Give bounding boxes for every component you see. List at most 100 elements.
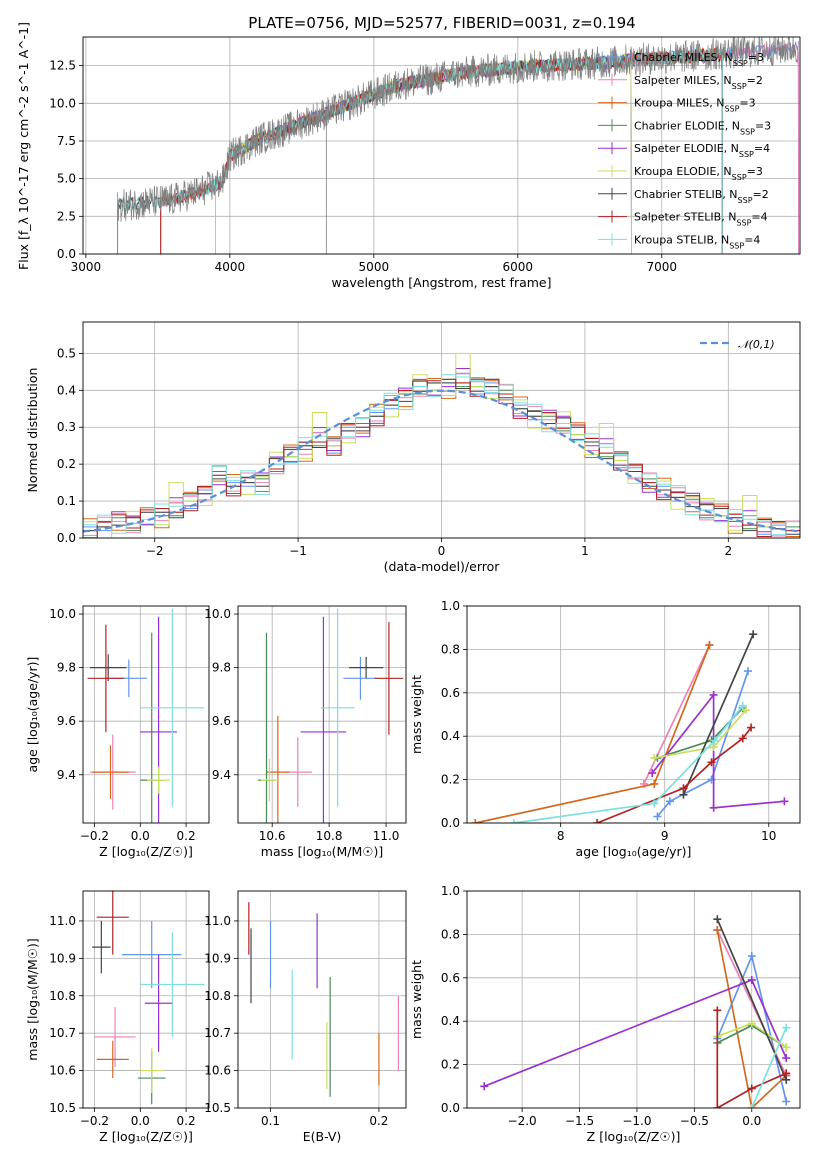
mass-weight-series	[716, 1010, 787, 1108]
gaussian-curve	[83, 389, 800, 533]
mass-weight-point	[713, 1006, 722, 1015]
x-tick-label: 9	[661, 829, 669, 843]
y-tick-label: 1.0	[441, 884, 460, 898]
legend-count: =2	[753, 188, 769, 201]
mass-weight-point	[747, 1019, 756, 1028]
x-tick-label: 0.2	[369, 1114, 388, 1128]
y-tick-label: 10.6	[204, 1064, 231, 1078]
legend-subscript: SSP	[733, 59, 748, 68]
x-tick-label: 11.0	[373, 829, 400, 843]
axes-frame	[82, 605, 210, 824]
mass-weight-point	[780, 797, 789, 806]
y-tick-label: 0.8	[441, 642, 460, 656]
y-tick-label: 9.8	[57, 661, 76, 675]
axes-frame	[82, 890, 210, 1109]
legend-subscript: SSP	[732, 173, 747, 182]
x-tick-label: 4000	[215, 260, 246, 274]
legend-subscript: SSP	[740, 127, 755, 136]
y-axis-label: Normed distribution	[25, 368, 40, 493]
legend-label: Kroupa MILES, N	[634, 97, 724, 110]
x-tick-label: 7000	[647, 260, 678, 274]
y-tick-label: 10.8	[204, 989, 231, 1003]
x-axis-label: wavelength [Angstrom, rest frame]	[331, 275, 551, 290]
y-tick-label: 9.8	[212, 661, 231, 675]
gridlines	[238, 891, 406, 1109]
y-tick-label: 10.7	[204, 1026, 231, 1040]
gridlines	[238, 606, 406, 823]
legend-entry: Salpeter STELIB, NSSP=4	[634, 211, 768, 228]
y-tick-label: 2.5	[57, 209, 76, 223]
mass-weight-point	[782, 1069, 791, 1078]
mass-weight-point	[665, 797, 674, 806]
axes-frame	[82, 321, 801, 539]
mass-weight-series	[751, 1027, 787, 1108]
mass-weight-point	[713, 915, 722, 924]
x-axis-label: age [log₁₀(age/yr)]	[576, 844, 692, 859]
mass-weight-point	[480, 1082, 489, 1091]
legend-count: =4	[744, 233, 760, 246]
y-tick-label: 1.0	[441, 599, 460, 613]
x-axis-label: Z [log₁₀(Z/Z☉)]	[587, 1129, 681, 1144]
plot-area	[480, 915, 791, 1108]
legend-entry: Kroupa MILES, NSSP=3	[634, 97, 756, 114]
y-tick-label: 0.4	[57, 383, 76, 397]
x-tick-label: −0.2	[80, 829, 109, 843]
x-tick-label: 10.6	[259, 829, 286, 843]
legend-count: =3	[739, 97, 755, 110]
y-tick-label: 10.5	[49, 1101, 76, 1115]
x-tick-label: 2	[724, 544, 732, 558]
legend-label: Kroupa STELIB, N	[634, 233, 729, 246]
y-tick-label: 0.6	[441, 971, 460, 985]
legend-label: Salpeter ELODIE, N	[634, 142, 739, 155]
y-tick-label: 11.0	[204, 914, 231, 928]
y-tick-label: 9.4	[57, 768, 76, 782]
mass-weight-point	[747, 723, 756, 732]
mass-weight-point	[648, 769, 657, 778]
x-tick-label: 3000	[71, 260, 102, 274]
y-axis-label: age [log₁₀(age/yr)]	[25, 657, 40, 773]
legend-entry: Chabrier ELODIE, NSSP=3	[634, 119, 771, 136]
y-tick-label: 0.4	[441, 729, 460, 743]
x-tick-label: 8	[557, 829, 565, 843]
mass-weight-point	[650, 753, 659, 762]
plot-area	[117, 37, 800, 254]
legend-entry: Salpeter MILES, NSSP=2	[634, 74, 763, 91]
mass-weight-point	[709, 743, 718, 752]
mass-weight-point	[747, 1084, 756, 1093]
mass-weight-point	[653, 812, 662, 821]
legend-entry: Chabrier STELIB, NSSP=2	[634, 188, 769, 205]
mass-weight-point	[710, 736, 719, 745]
x-axis-label: E(B-V)	[303, 1129, 342, 1144]
legend-entry: Kroupa ELODIE, NSSP=3	[634, 165, 763, 182]
mass-weight-series	[643, 644, 711, 785]
legend-label: Kroupa ELODIE, N	[634, 165, 732, 178]
residual-legend: 𝒩(0,1)	[700, 338, 775, 351]
legend-label: Chabrier MILES, N	[634, 51, 733, 64]
x-tick-label: 0.0	[131, 1114, 150, 1128]
mass-weight-point	[705, 641, 714, 650]
panel-residuals: −2 −1 0 1 2 0.0 0.1 0.2 0.3 0.4 0.5 𝒩(0,1) (data-mod…	[25, 321, 801, 574]
x-tick-label: −1.5	[565, 1114, 594, 1128]
mass-weight-point	[709, 803, 718, 812]
gridlines	[83, 606, 209, 823]
mass-weight-point	[782, 1043, 791, 1052]
y-tick-label: 0.8	[441, 927, 460, 941]
legend-count: =4	[754, 142, 770, 155]
panel-spectrum: 3000 4000 5000 6000 7000 0.0 2.5 5.0 7.5 10.0 12.5…	[16, 22, 801, 290]
plot-area	[92, 891, 205, 1105]
panel-massweight-vs-age: 8 9 10 0.0 0.2 0.4 0.6 0.8 1.0 age [log₁₀(age/yr)…	[409, 599, 801, 859]
y-tick-label: 10.0	[49, 607, 76, 621]
mass-weight-point	[782, 1054, 791, 1063]
legend-label: Chabrier ELODIE, N	[634, 119, 740, 132]
x-axis-label: (data-model)/error	[384, 559, 501, 574]
mass-weight-point	[650, 799, 659, 808]
gridlines	[467, 605, 800, 824]
legend-entry: Kroupa STELIB, NSSP=4	[634, 233, 760, 250]
mass-weight-point	[713, 1104, 722, 1108]
y-axis-label: mass [log₁₀(M/M☉)]	[25, 938, 40, 1060]
x-tick-label: −0.2	[80, 1114, 109, 1128]
legend-count: =2	[747, 74, 763, 87]
y-tick-label: 10.0	[49, 96, 76, 110]
